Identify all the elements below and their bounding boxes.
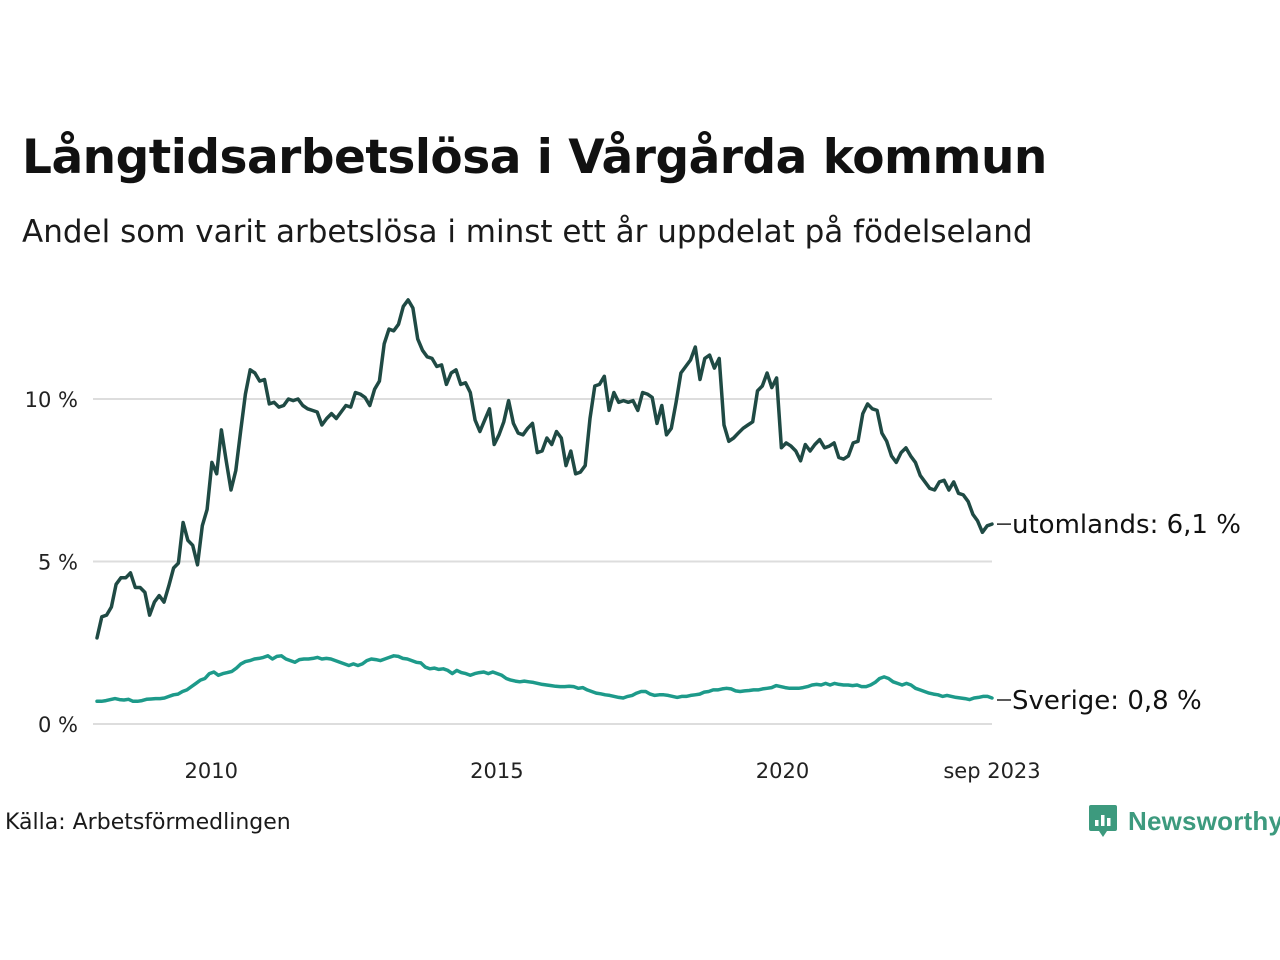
end-label-sverige: Sverige: 0,8 % (1012, 686, 1202, 716)
end-label-utomlands: utomlands: 6,1 % (1012, 510, 1241, 540)
x-axis-tick-labels: 2010 2015 2020 sep 2023 (185, 759, 1041, 783)
y-tick-label: 5 % (38, 551, 78, 575)
newsworthy-logo[interactable]: Newsworthy (1088, 803, 1280, 839)
series-end-labels: utomlands: 6,1 % Sverige: 0,8 % (997, 510, 1241, 716)
series-line-utomlands (95, 298, 994, 640)
source-note: Källa: Arbetsförmedlingen (5, 810, 291, 835)
chart-title: Långtidsarbetslösa i Vårgårda kommun (22, 130, 1047, 185)
x-tick-label: 2010 (185, 759, 238, 783)
series-line-sverige (95, 654, 994, 704)
newsworthy-logo-icon (1089, 805, 1117, 837)
x-tick-label: 2015 (470, 759, 523, 783)
x-tick-label: 2020 (756, 759, 809, 783)
chart-subtitle: Andel som varit arbetslösa i minst ett å… (22, 214, 1033, 250)
x-tick-label: sep 2023 (943, 759, 1040, 783)
y-tick-label: 0 % (38, 713, 78, 737)
y-axis-tick-labels: 0 % 5 % 10 % (25, 388, 78, 737)
brand-name: Newsworthy (1128, 805, 1280, 836)
grid-layer (93, 398, 992, 725)
y-tick-label: 10 % (25, 388, 78, 412)
series-lines (95, 298, 994, 704)
